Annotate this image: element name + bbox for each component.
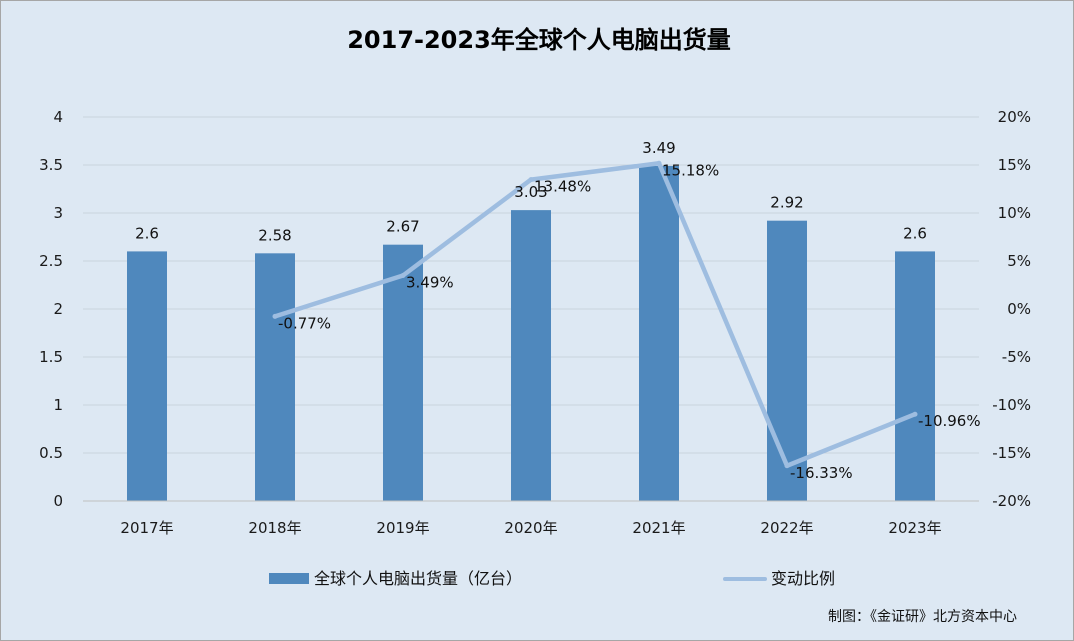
left-axis-tick-label: 1 <box>53 396 63 414</box>
bar-value-label: 2.6 <box>903 224 927 242</box>
bar <box>127 251 167 501</box>
line-point <box>528 177 534 183</box>
x-axis-tick-label: 2023年 <box>888 519 941 537</box>
bar-value-label: 2.67 <box>386 218 419 236</box>
bar-data-labels: 2.6 2.58 2.67 3.03 3.49 2.92 2.6 <box>135 139 927 244</box>
x-axis-tick-label: 2017年 <box>120 519 173 537</box>
line-value-label: 13.48% <box>534 178 591 196</box>
right-axis-tick-label: -20% <box>992 492 1031 510</box>
line-value-label: -16.33% <box>790 464 853 482</box>
left-axis-tick-label: 0 <box>53 492 63 510</box>
line-point <box>912 411 918 417</box>
right-axis-tick-label: 0% <box>1007 300 1031 318</box>
right-axis-tick-label: 5% <box>1007 252 1031 270</box>
right-axis-tick-label: 20% <box>998 108 1031 126</box>
left-axis-tick-label: 4 <box>53 108 63 126</box>
right-axis: -20% -15% -10% -5% 0% 5% 10% 15% 20% <box>992 108 1031 510</box>
legend-bar-swatch <box>269 573 309 584</box>
line-data-labels: -0.77% 3.49% 13.48% 15.18% -16.33% -10.96% <box>278 161 981 481</box>
bar <box>511 210 551 501</box>
legend: 全球个人电脑出货量（亿台） 变动比例 <box>269 569 835 588</box>
bar <box>383 244 423 501</box>
bar-value-label: 2.92 <box>770 194 803 212</box>
left-axis-tick-label: 0.5 <box>39 444 63 462</box>
line-value-label: -10.96% <box>918 412 981 430</box>
line-value-label: 3.49% <box>406 273 454 291</box>
line-series <box>272 160 918 469</box>
x-axis: 2017年 2018年 2019年 2020年 2021年 2022年 2023年 <box>83 500 979 537</box>
right-axis-tick-label: 10% <box>998 204 1031 222</box>
right-axis-tick-label: -5% <box>1002 348 1031 366</box>
line-point <box>784 463 790 469</box>
left-axis-tick-label: 3 <box>53 204 63 222</box>
x-axis-tick-label: 2019年 <box>376 519 429 537</box>
right-axis-tick-label: -10% <box>992 396 1031 414</box>
bar-value-label: 2.6 <box>135 224 159 242</box>
bar <box>639 165 679 501</box>
line-path <box>272 161 918 469</box>
chart-title: 2017-2023年全球个人电脑出货量 <box>347 26 731 54</box>
left-axis-tick-label: 2 <box>53 300 63 318</box>
left-axis-tick-label: 3.5 <box>39 156 63 174</box>
bar <box>255 253 295 501</box>
x-axis-tick-label: 2022年 <box>760 519 813 537</box>
legend-line-label: 变动比例 <box>771 569 835 588</box>
chart-credit: 制图：《金证研》北方资本中心 <box>828 609 1017 625</box>
line-value-label: -0.77% <box>278 314 331 332</box>
x-axis-tick-label: 2020年 <box>504 519 557 537</box>
bar-value-label: 2.58 <box>258 226 291 244</box>
left-axis-tick-label: 1.5 <box>39 348 63 366</box>
legend-bar-label: 全球个人电脑出货量（亿台） <box>314 569 522 588</box>
bar-series <box>127 165 935 501</box>
line-point <box>656 160 662 166</box>
line-value-label: 15.18% <box>662 161 719 179</box>
x-axis-tick-label: 2018年 <box>248 519 301 537</box>
bar-value-label: 3.03 <box>514 183 547 201</box>
left-axis: 0 0.5 1 1.5 2 2.5 3 3.5 4 <box>39 108 63 510</box>
line-point <box>272 313 278 319</box>
bar <box>895 251 935 501</box>
right-axis-tick-label: -15% <box>992 444 1031 462</box>
bar <box>767 220 807 501</box>
x-axis-tick-label: 2021年 <box>632 519 685 537</box>
left-axis-tick-label: 2.5 <box>39 252 63 270</box>
line-point <box>400 272 406 278</box>
bar-value-label: 3.49 <box>642 139 675 157</box>
right-axis-tick-label: 15% <box>998 156 1031 174</box>
